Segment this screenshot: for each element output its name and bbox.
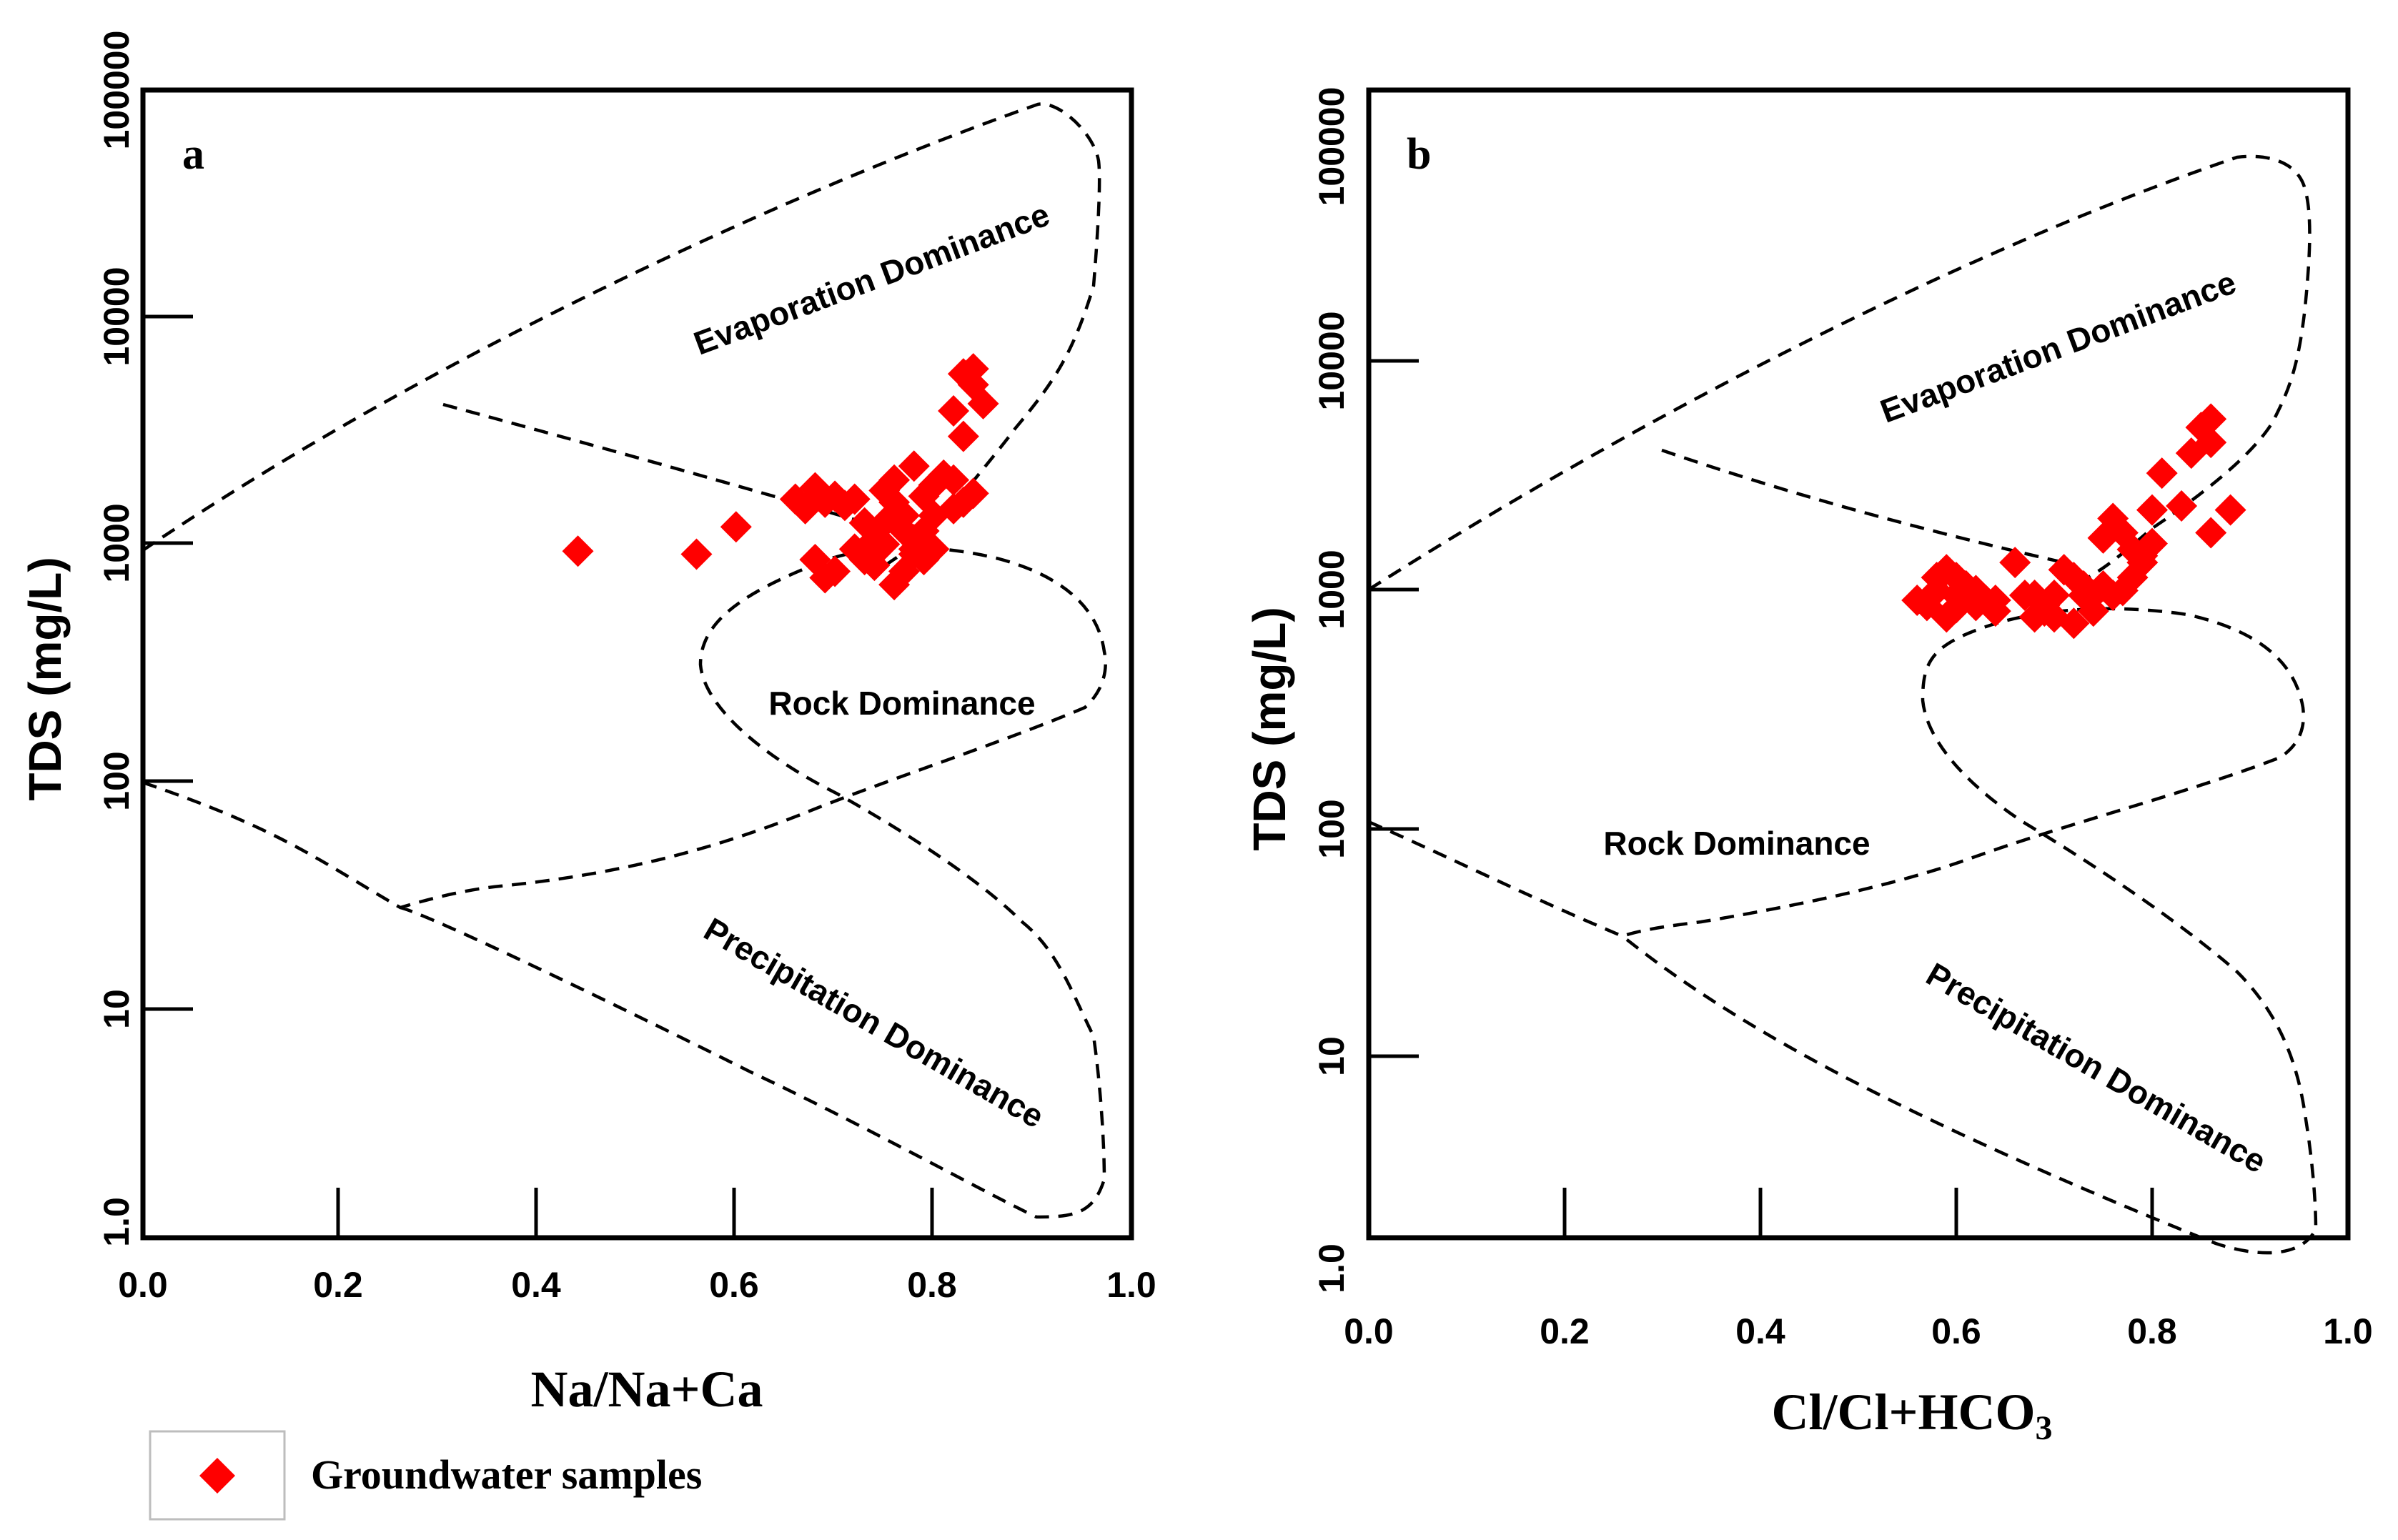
panel-b-sample-point xyxy=(1941,592,1972,624)
panel-b-xlabel-1.0: 1.0 xyxy=(2323,1311,2373,1351)
panel-a-ylabel-10: 10 xyxy=(96,989,137,1029)
panel-b-points xyxy=(1901,403,2246,640)
panel-b-sample-point xyxy=(2195,517,2227,549)
panel-a-sample-point xyxy=(947,420,979,452)
legend-marker xyxy=(199,1458,235,1494)
panel-a-letter: a xyxy=(182,130,204,179)
panel-a-sample-point xyxy=(878,464,911,496)
panel-b-sample-point xyxy=(2136,494,2168,526)
legend-label: Groundwater samples xyxy=(311,1451,702,1498)
panel-a-region-evaporation: Evaporation Dominance xyxy=(689,195,1054,362)
panel-b-xlabel-0.8: 0.8 xyxy=(2127,1311,2177,1351)
panel-b-sample-point xyxy=(2214,494,2246,526)
panel-a-xlabel-0.6: 0.6 xyxy=(709,1265,759,1305)
panel-b-evaporation-boundary-upper xyxy=(1367,154,2312,591)
panel-a-xlabel-0.4: 0.4 xyxy=(511,1265,561,1305)
panel-a-ylabel-1: 1.0 xyxy=(96,1197,137,1247)
panel-b-sample-point xyxy=(2048,554,2080,586)
panel-a-sample-point xyxy=(918,500,950,532)
panel-a-sample-point xyxy=(799,544,831,576)
panel-a-sample-point xyxy=(868,507,901,539)
panel-b: b 100000 10000 1000 100 10 1.0 TDS (mg/L… xyxy=(1244,87,2373,1447)
panel-a-sample-point xyxy=(680,538,713,570)
panel-b-sample-point xyxy=(2166,490,2198,522)
panel-b-x-axis: 0.0 0.2 0.4 0.6 0.8 1.0 Cl/Cl+HCO3 xyxy=(1344,1188,2373,1447)
panel-a-ylabel-100: 100 xyxy=(96,751,137,810)
panel-b-sample-point xyxy=(2146,457,2178,490)
panel-a-sample-point xyxy=(898,533,930,565)
panel-b-sample-point xyxy=(2195,427,2227,459)
panel-a-ylabel-10000: 10000 xyxy=(96,267,137,366)
panel-b-sample-point xyxy=(1921,562,1953,594)
panel-a-sample-point xyxy=(938,464,970,496)
panel-a-sample-point xyxy=(720,511,752,543)
panel-a-sample-point xyxy=(888,555,920,587)
panel-a-y-title: TDS (mg/L) xyxy=(19,557,71,800)
panel-a-region-precipitation: Precipitation Dominance xyxy=(698,910,1050,1136)
panel-b-sample-point xyxy=(1979,584,2011,616)
panel-b-rock-upper xyxy=(1661,448,2074,567)
panel-b-sample-point xyxy=(2195,403,2227,435)
panel-a-xlabel-0.0: 0.0 xyxy=(118,1265,168,1305)
panel-b-ylabel-1: 1.0 xyxy=(1312,1243,1352,1293)
panel-a-xlabel-1.0: 1.0 xyxy=(1106,1265,1156,1305)
panel-b-y-axis: 100000 10000 1000 100 10 1.0 TDS (mg/L) xyxy=(1244,87,1419,1293)
panel-a-region-rock: Rock Dominance xyxy=(768,685,1035,722)
panel-a-sample-point xyxy=(838,483,871,515)
panel-b-sample-point xyxy=(2087,570,2119,602)
panel-a-x-title: Na/Na+Ca xyxy=(530,1361,763,1418)
panel-a: a 100000 10000 1000 100 10 1.0 TDS (mg/L… xyxy=(19,31,1156,1418)
panel-b-ylabel-1000: 1000 xyxy=(1312,550,1352,629)
panel-a-points xyxy=(562,353,999,601)
panel-a-xlabel-0.2: 0.2 xyxy=(313,1265,363,1305)
panel-a-xlabel-0.8: 0.8 xyxy=(907,1265,957,1305)
panel-b-x-title-subscript: 3 xyxy=(2036,1409,2053,1447)
panel-b-sample-point xyxy=(1999,547,2031,579)
panel-b-sample-point xyxy=(2136,527,2168,560)
panel-b-x-title-main: Cl/Cl+HCO xyxy=(1771,1383,2035,1441)
panel-a-ylabel-100000: 100000 xyxy=(96,31,137,150)
panel-b-ylabel-100: 100 xyxy=(1312,799,1352,858)
panel-b-frame xyxy=(1366,87,2351,1241)
panel-b-xlabel-0.2: 0.2 xyxy=(1540,1311,1590,1351)
panel-b-xlabel-0.4: 0.4 xyxy=(1735,1311,1785,1351)
panel-a-y-axis: 100000 10000 1000 100 10 1.0 TDS (mg/L) xyxy=(19,31,193,1247)
panel-a-frame xyxy=(140,87,1134,1241)
panel-b-ylabel-100000: 100000 xyxy=(1312,87,1352,207)
panel-a-sample-point xyxy=(868,528,901,560)
panel-b-x-title: Cl/Cl+HCO3 xyxy=(1771,1383,2052,1447)
panel-a-x-axis: 0.0 0.2 0.4 0.6 0.8 1.0 Na/Na+Ca xyxy=(118,1188,1156,1418)
panel-a-sample-point xyxy=(838,533,871,565)
panel-a-sample-point xyxy=(938,395,970,427)
panel-a-sample-point xyxy=(898,450,930,482)
panel-b-sample-point xyxy=(2018,580,2051,611)
panel-a-sample-point xyxy=(957,369,989,401)
panel-b-ylabel-10000: 10000 xyxy=(1312,311,1352,410)
panel-b-ylabel-10: 10 xyxy=(1312,1036,1352,1076)
panel-b-xlabel-0.0: 0.0 xyxy=(1344,1311,1394,1351)
legend: Groundwater samples xyxy=(149,1430,702,1521)
panel-a-rock-lower-left xyxy=(142,545,1107,1219)
panel-b-region-rock: Rock Dominance xyxy=(1603,825,1870,862)
panel-b-letter: b xyxy=(1407,130,1431,179)
panel-a-ylabel-1000: 1000 xyxy=(96,503,137,582)
panel-a-sample-point xyxy=(562,535,594,567)
panel-a-sample-point xyxy=(957,353,989,385)
panel-b-region-evaporation: Evaporation Dominance xyxy=(1876,263,2241,429)
panel-b-rock-lower-left xyxy=(1368,607,2318,1255)
panel-b-region-precipitation: Precipitation Dominance xyxy=(1920,955,2272,1181)
panel-b-xlabel-0.6: 0.6 xyxy=(1931,1311,1981,1351)
panel-a-sample-point xyxy=(957,477,989,510)
panel-b-y-title: TDS (mg/L) xyxy=(1244,607,1295,850)
